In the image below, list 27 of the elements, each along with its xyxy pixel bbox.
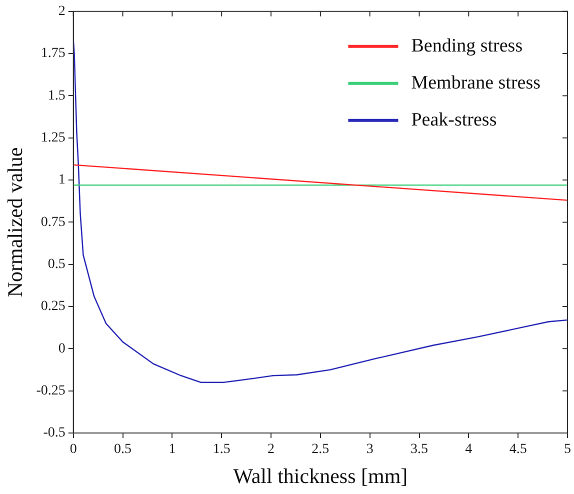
y-tick-label: 1.75 [40, 46, 66, 62]
y-tick-label: 0.5 [48, 257, 66, 272]
y-tick-label: 0 [58, 341, 66, 356]
x-tick-label: 1 [168, 442, 176, 458]
x-tick-label: 3.5 [410, 442, 428, 458]
y-tick-label: 0.75 [40, 214, 66, 230]
x-tick-label: 0 [70, 442, 77, 458]
x-tick-label: 1.5 [212, 442, 230, 458]
y-tick-label: -0.25 [36, 384, 66, 399]
y-tick-label: 2 [58, 4, 66, 20]
y-tick-label: 1.25 [40, 130, 66, 146]
y-axis-title: Normalized value [3, 147, 28, 298]
x-tick-label: 2.5 [312, 442, 330, 458]
y-tick-label: 0.25 [40, 299, 66, 314]
legend-label: Bending stress [411, 35, 523, 56]
x-tick-label: 5 [564, 442, 571, 458]
x-axis-title: Wall thickness [mm] [233, 464, 408, 488]
legend-label: Peak-stress [411, 109, 497, 130]
y-tick-label: -0.5 [43, 426, 66, 441]
legend-label: Membrane stress [411, 72, 541, 94]
x-tick-label: 0.5 [114, 442, 132, 458]
x-tick-label: 4.5 [509, 442, 527, 458]
y-tick-label: 1 [58, 172, 66, 188]
x-tick-label: 2 [268, 442, 275, 458]
x-tick-label: 4 [465, 442, 472, 458]
y-tick-label: 1.5 [48, 88, 66, 104]
x-tick-label: 3 [366, 442, 374, 458]
